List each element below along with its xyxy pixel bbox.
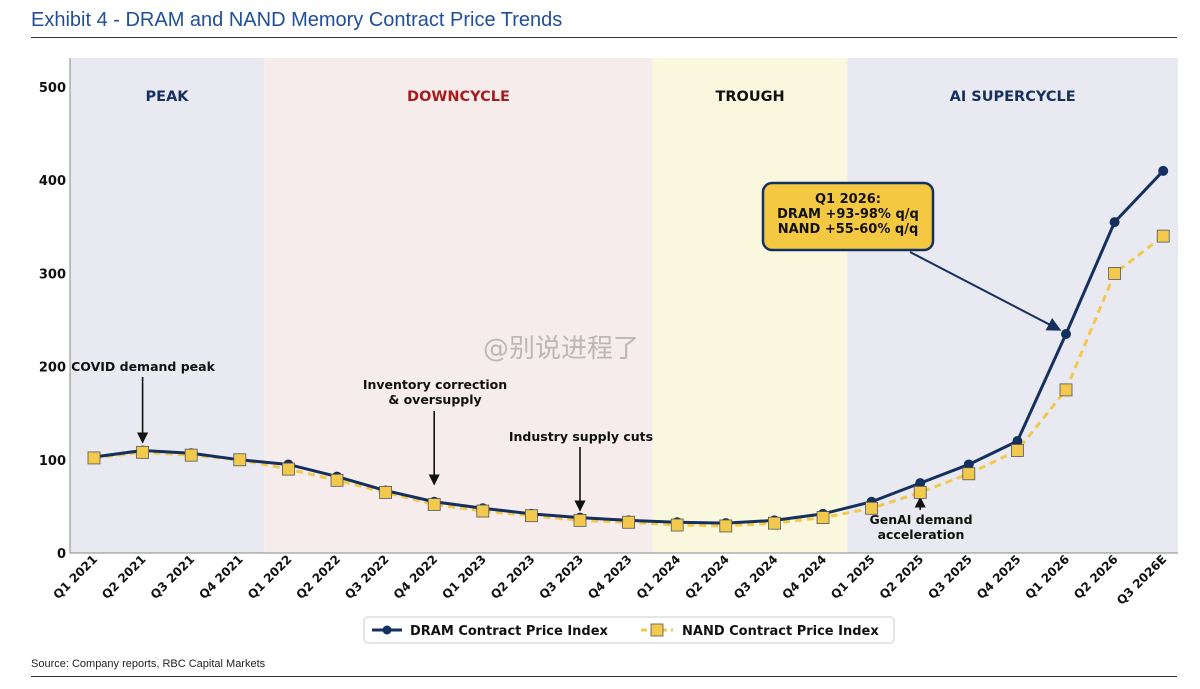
dram-point [1012, 436, 1023, 447]
dram-point [1061, 328, 1071, 339]
y-tick-label: 400 [39, 174, 66, 189]
y-tick-label: 100 [39, 454, 66, 469]
x-tick-label: Q3 2026E [1114, 552, 1169, 607]
x-tick-label: Q4 2021 [196, 552, 246, 602]
callout-text: DRAM +93-98% q/q [777, 207, 919, 222]
x-tick-label: Q1 2022 [245, 552, 295, 602]
nand-point [184, 448, 198, 462]
x-tick-label: Q4 2024 [780, 552, 830, 602]
annotation-text: Inventory correction [363, 377, 507, 392]
nand-point [525, 509, 538, 523]
x-tick-label: Q2 2024 [682, 552, 732, 602]
phase-band [264, 58, 653, 553]
phase-band [652, 58, 848, 553]
title-divider [31, 37, 1177, 38]
nand-point [281, 462, 295, 476]
x-tick-label: Q4 2022 [391, 552, 441, 602]
x-tick-label: Q2 2022 [294, 552, 344, 602]
chart-legend: DRAM Contract Price Index NAND Contract P… [363, 616, 895, 644]
nand-point [136, 445, 150, 459]
x-tick-label: Q3 2023 [537, 552, 587, 602]
nand-point [768, 516, 781, 530]
callout-arrow [909, 251, 1062, 331]
nand-point [1059, 383, 1073, 397]
nand-point [1108, 266, 1121, 280]
legend-dram-marker [382, 625, 392, 635]
annotation-text: COVID demand peak [71, 359, 215, 374]
phase-label: TROUGH [715, 89, 784, 105]
dram-point [1158, 165, 1169, 176]
annotation-text: acceleration [878, 527, 965, 542]
source-divider [31, 676, 1177, 677]
x-tick-label: Q4 2023 [585, 552, 635, 602]
y-tick-label: 0 [57, 547, 66, 562]
nand-point [719, 519, 733, 533]
exhibit-title: Exhibit 4 - DRAM and NAND Memory Contrac… [31, 9, 563, 31]
nand-point [962, 467, 976, 481]
x-tick-label: Q3 2022 [342, 552, 392, 602]
x-tick-label: Q1 2024 [634, 552, 684, 602]
callout-box [761, 181, 935, 252]
nand-point [427, 498, 441, 511]
callout-text: NAND +55-60% q/q [778, 222, 919, 237]
nand-point [330, 473, 344, 487]
x-tick-label: Q1 2023 [439, 552, 489, 602]
x-tick-label: Q2 2026 [1071, 552, 1121, 602]
nand-point [816, 511, 830, 524]
nand-point [670, 518, 684, 532]
x-tick-label: Q4 2025 [974, 552, 1024, 602]
y-tick-label: 200 [39, 361, 66, 376]
callout-text: Q1 2026: [815, 192, 881, 207]
x-tick-label: Q3 2021 [148, 552, 198, 602]
y-tick-label: 300 [39, 267, 66, 282]
phase-label: DOWNCYCLE [407, 89, 510, 105]
x-tick-label: Q3 2024 [731, 552, 781, 602]
nand-point [573, 513, 587, 527]
nand-point [865, 501, 878, 515]
nand-point [913, 486, 927, 499]
nand-point [87, 451, 101, 465]
x-tick-label: Q2 2023 [488, 552, 538, 602]
annotation-text: Industry supply cuts [509, 429, 653, 444]
dram-point [963, 459, 974, 470]
nand-point [476, 504, 490, 518]
legend-dram-label: DRAM Contract Price Index [410, 624, 609, 639]
annotation-text: GenAI demand [869, 512, 972, 527]
y-tick-label: 500 [39, 81, 66, 96]
annotation-text: & oversupply [388, 392, 481, 407]
nand-point [379, 486, 393, 499]
x-tick-label: Q1 2025 [828, 552, 878, 602]
dram-point [1109, 217, 1120, 228]
source-note: Source: Company reports, RBC Capital Mar… [31, 658, 266, 670]
phase-label: PEAK [146, 89, 190, 105]
nand-point [233, 453, 247, 467]
x-tick-label: Q2 2025 [877, 552, 927, 602]
legend-nand-label: NAND Contract Price Index [682, 624, 879, 639]
phase-band [70, 58, 265, 553]
legend-frame [363, 616, 895, 644]
annotations: COVID demand peak Inventory correction& o… [71, 359, 972, 542]
legend-nand-marker [650, 623, 664, 637]
nand-point [622, 515, 635, 529]
series-lines [87, 165, 1170, 533]
x-tick-label: Q2 2021 [99, 552, 149, 602]
dram-point [915, 478, 926, 489]
watermark: @别说进程了 [483, 334, 640, 364]
nand-point [1156, 229, 1170, 243]
nand-point [1011, 444, 1024, 457]
x-tick-label: Q3 2025 [925, 552, 975, 602]
x-tick-label: Q1 2026 [1023, 552, 1073, 602]
phase-label: AI SUPERCYCLE [950, 89, 1076, 105]
